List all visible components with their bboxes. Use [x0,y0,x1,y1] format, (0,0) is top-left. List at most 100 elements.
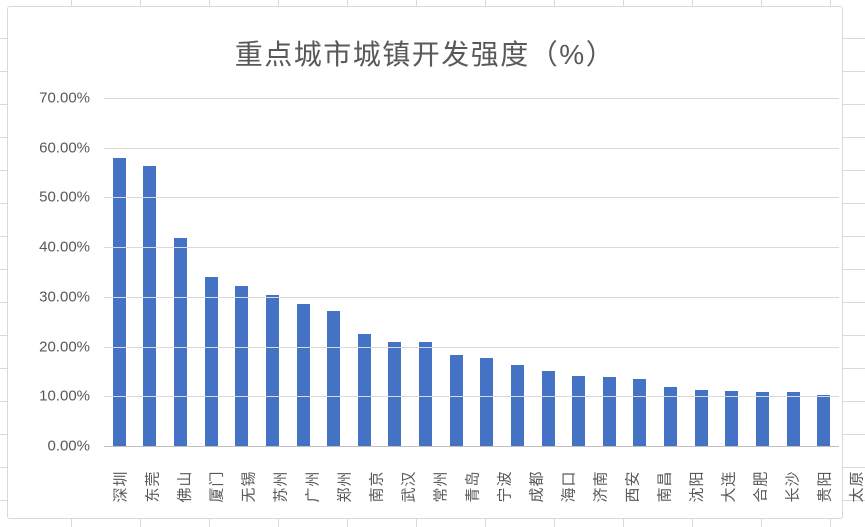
bar-青岛 [449,355,463,446]
x-tick-label: 南京 [368,469,386,503]
x-tick-cell: 深圳 [104,453,136,519]
x-tick-label: 济南 [592,469,610,503]
x-tick-label: 厦门 [208,469,226,503]
bar-slot [135,98,166,446]
gridline [104,147,839,149]
bar-广州 [296,303,310,446]
bar-西安 [602,376,616,446]
bar-郑州 [327,310,341,446]
bar-slot [288,98,319,446]
bar-slot [227,98,258,446]
bar-chart-panel: 重点城市城镇开发强度（%） 0.00% 10.00% 20.00% 30.00% 40.… [7,6,865,519]
bar-slot [502,98,533,446]
x-tick-label: 合肥 [752,469,770,503]
x-tick-label: 宁波 [496,469,514,503]
x-tick-label: 沈阳 [688,469,706,503]
x-tick-label: 大连 [720,469,738,503]
x-tick-cell: 厦门 [200,453,232,519]
x-tick-label: 成都 [528,469,546,503]
x-tick-label: 佛山 [176,469,194,503]
y-tick-label: 60.00% [39,139,90,157]
x-tick-label: 东莞 [144,469,162,503]
x-tick-label: 青岛 [464,469,482,503]
x-tick-label: 太原 [848,469,865,503]
bar-成都 [510,365,524,446]
x-tick-cell: 无锡 [232,453,264,519]
bar-东莞 [143,166,157,446]
x-tick-cell: 南昌 [648,453,680,519]
bar-slot [625,98,656,446]
x-axis: 深圳 东莞 佛山 厦门 无锡 苏州 广州 郑州 南京 武汉 常州 青岛 宁波 成都 海口 济南 西安 南昌 沈阳 大连… [104,453,865,519]
bar-济南 [572,376,586,446]
x-tick-cell: 南京 [360,453,392,519]
bar-大连 [694,389,708,446]
gridline [104,396,839,398]
y-tick-label: 20.00% [39,338,90,356]
bar-slot [533,98,564,446]
bar-海口 [541,371,555,446]
x-tick-cell: 长沙 [776,453,808,519]
x-tick-label: 西安 [624,469,642,503]
x-tick-cell: 沈阳 [680,453,712,519]
bar-slot [318,98,349,446]
y-tick-label: 0.00% [47,437,90,455]
bar-slot [380,98,411,446]
x-tick-label: 深圳 [112,469,130,503]
x-tick-cell: 苏州 [264,453,296,519]
bar-深圳 [112,158,126,446]
bar-南昌 [633,379,647,446]
gridline [104,247,839,249]
gridline [104,346,839,348]
gridline [104,197,839,199]
bar-slot [594,98,625,446]
x-tick-label: 海口 [560,469,578,503]
x-tick-label: 广州 [304,469,322,503]
y-tick-label: 40.00% [39,238,90,256]
x-tick-cell: 青岛 [456,453,488,519]
x-tick-cell: 郑州 [328,453,360,519]
y-tick-label: 30.00% [39,288,90,306]
x-tick-label: 无锡 [240,469,258,503]
bar-slot [686,98,717,446]
x-tick-cell: 宁波 [488,453,520,519]
bar-slot [257,98,288,446]
x-tick-cell: 太原 [840,453,865,519]
x-tick-cell: 贵阳 [808,453,840,519]
bar-厦门 [204,276,218,446]
bar-slot [563,98,594,446]
bar-slot [778,98,809,446]
x-tick-label: 南昌 [656,469,674,503]
bar-slot [165,98,196,446]
x-tick-label: 武汉 [400,469,418,503]
x-tick-label: 常州 [432,469,450,503]
bar-series [104,98,839,446]
bar-无锡 [235,286,249,446]
x-tick-cell: 成都 [520,453,552,519]
plot-area [104,98,839,447]
x-tick-cell: 西安 [616,453,648,519]
bar-贵阳 [786,392,800,446]
x-tick-label: 长沙 [784,469,802,503]
x-tick-cell: 武汉 [392,453,424,519]
bar-合肥 [725,390,739,446]
bar-slot [717,98,748,446]
bar-宁波 [480,357,494,446]
bar-佛山 [174,238,188,446]
x-tick-cell: 佛山 [168,453,200,519]
bar-slot [747,98,778,446]
bar-slot [441,98,472,446]
bar-slot [472,98,503,446]
x-tick-label: 贵阳 [816,469,834,503]
x-tick-label: 苏州 [272,469,290,503]
bar-slot [349,98,380,446]
x-tick-cell: 合肥 [744,453,776,519]
gridline [104,98,839,99]
y-tick-label: 10.00% [39,387,90,405]
bar-slot [196,98,227,446]
bar-沈阳 [664,386,678,446]
bar-slot [410,98,441,446]
x-tick-cell: 济南 [584,453,616,519]
y-axis: 0.00% 10.00% 20.00% 30.00% 40.00% 50.00% 60.00… [8,90,96,455]
y-tick-label: 70.00% [39,89,90,107]
